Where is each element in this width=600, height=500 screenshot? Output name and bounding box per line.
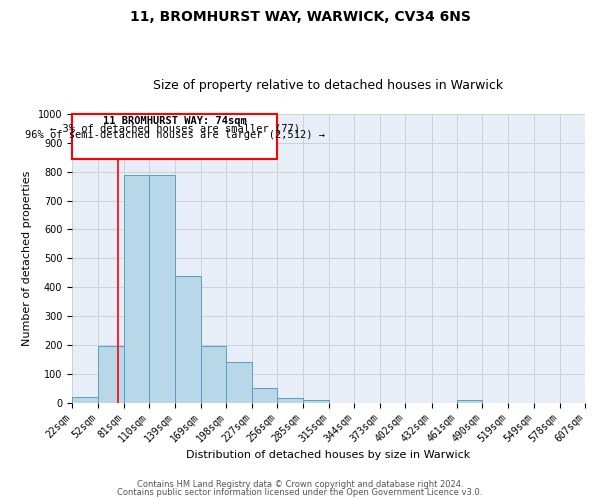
X-axis label: Distribution of detached houses by size in Warwick: Distribution of detached houses by size … (187, 450, 470, 460)
Y-axis label: Number of detached properties: Number of detached properties (22, 170, 32, 346)
Bar (72, 114, 277, 159)
Bar (277, 398, 302, 402)
Bar (98, 346, 124, 403)
Text: 96% of semi-detached houses are larger (2,512) →: 96% of semi-detached houses are larger (… (25, 130, 325, 140)
Text: Contains HM Land Registry data © Crown copyright and database right 2024.: Contains HM Land Registry data © Crown c… (137, 480, 463, 489)
Text: 11, BROMHURST WAY, WARWICK, CV34 6NS: 11, BROMHURST WAY, WARWICK, CV34 6NS (130, 10, 470, 24)
Bar (457, 400, 482, 402)
Bar (226, 362, 252, 403)
Bar (124, 174, 149, 402)
Bar (149, 174, 175, 402)
Bar (252, 388, 277, 402)
Text: 11 BROMHURST WAY: 74sqm: 11 BROMHURST WAY: 74sqm (103, 116, 247, 126)
Bar (302, 400, 329, 402)
Bar (201, 346, 226, 403)
Bar (72, 397, 98, 402)
Bar (175, 276, 201, 402)
Text: ← 3% of detached houses are smaller (77): ← 3% of detached houses are smaller (77) (50, 123, 299, 133)
Title: Size of property relative to detached houses in Warwick: Size of property relative to detached ho… (154, 79, 503, 92)
Text: Contains public sector information licensed under the Open Government Licence v3: Contains public sector information licen… (118, 488, 482, 497)
